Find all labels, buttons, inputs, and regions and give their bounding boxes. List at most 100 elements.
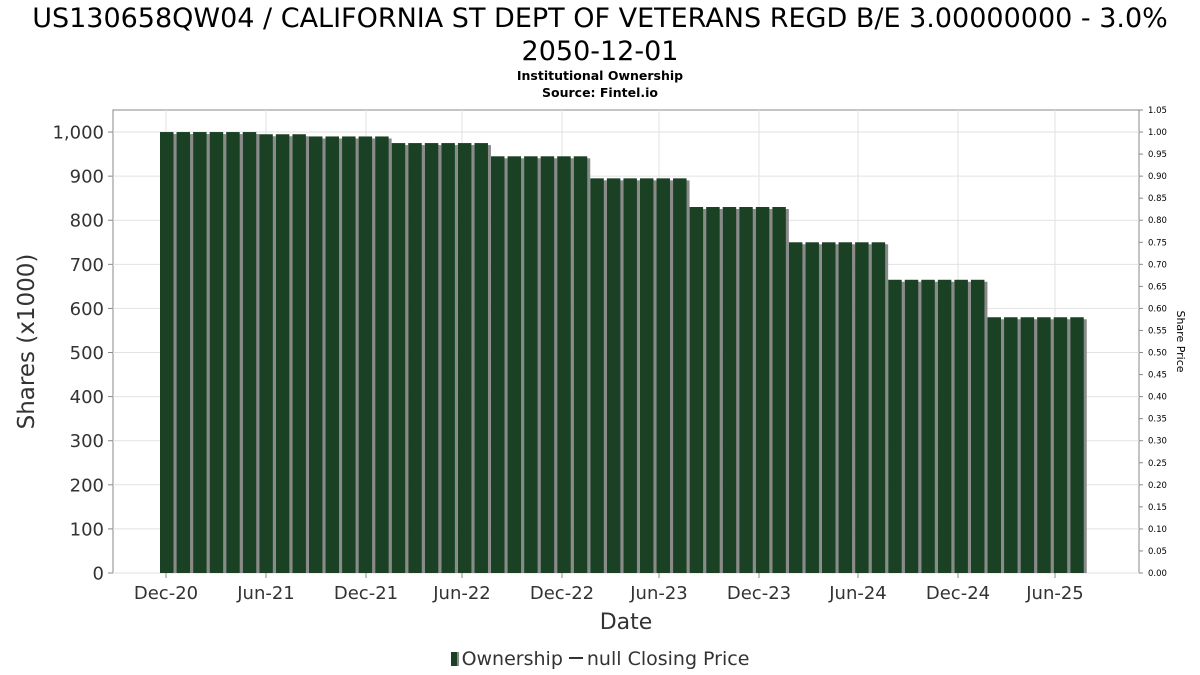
x-tick-label: Dec-20 [134,583,198,604]
ownership-bar [226,132,240,574]
y2-tick-label: 0.05 [1148,547,1167,557]
y2-tick-label: 1.00 [1148,128,1167,138]
ownership-bar [1037,317,1051,573]
ownership-bar [639,178,654,573]
ownership-bar [656,178,670,573]
y2-tick-label: 0.25 [1148,459,1167,469]
ownership-bar [259,134,273,573]
y2-tick-label: 0.75 [1148,238,1167,248]
ownership-bar [573,156,588,574]
chart-legend: Ownership null Closing Price [0,646,1200,672]
ownership-bar [623,178,637,573]
ownership-bar [408,143,422,574]
ownership-bar [855,242,869,574]
x-tick-label: Dec-21 [334,583,398,604]
ownership-bar [1004,317,1018,573]
ownership-bar [457,143,472,574]
ownership-bar [937,279,952,573]
y-tick-label: 200 [70,475,104,496]
y-tick-label: 500 [70,343,104,364]
ownership-bar [838,242,853,574]
y2-tick-label: 0.85 [1148,194,1167,204]
ownership-bar [474,143,488,574]
ownership-bar [739,207,753,573]
y2-tick-label: 0.60 [1148,304,1167,314]
ownership-legend-label: Ownership [461,648,563,670]
ownership-bar [176,132,191,574]
ownership-bar [722,207,737,573]
y-tick-label: 700 [70,255,104,276]
ownership-bar [987,317,1001,573]
ownership-bar [375,136,389,573]
y-tick-label: 800 [70,211,104,232]
y2-tick-label: 0.30 [1148,437,1167,447]
ownership-bar [292,134,306,573]
ownership-bar [772,207,786,573]
y2-tick-label: 0.20 [1148,481,1167,491]
ownership-bar [308,136,323,573]
y2-tick-label: 0.50 [1148,349,1167,359]
y-tick-label: 1,000 [52,123,104,144]
ownership-bar [673,178,687,573]
chart-title-line-1: US130658QW04 / CALIFORNIA ST DEPT OF VET… [32,3,1168,34]
ownership-bar [788,242,803,574]
ownership-bar [755,207,770,573]
ownership-bar [921,279,935,573]
x-tick-label: Dec-24 [926,583,990,604]
x-tick-label: Dec-22 [530,583,594,604]
y-tick-label: 300 [70,431,104,452]
y2-tick-label: 0.95 [1148,150,1167,160]
ownership-bar [689,207,704,573]
x-tick-label: Dec-23 [727,583,791,604]
y2-tick-label: 0.65 [1148,282,1167,292]
y2-tick-label: 0.55 [1148,326,1167,336]
ownership-bar [904,279,919,573]
price-legend-swatch [568,657,583,659]
y2-tick-label: 0.35 [1148,415,1167,425]
chart-subtitle: Institutional Ownership [516,68,684,83]
ownership-bar [954,279,968,573]
ownership-bar [524,156,538,574]
ownership-bar [540,156,555,574]
ownership-bar [822,242,836,574]
chart-source: Source: Fintel.io [542,85,658,100]
ownership-bar [706,207,720,573]
y2-tick-label: 0.40 [1148,393,1167,403]
ownership-bar [193,132,207,574]
y-axis-title: Shares (x1000) [14,254,40,430]
x-axis-title: Date [600,610,653,635]
ownership-bar [209,132,224,574]
ownership-legend-swatch [450,652,459,666]
y-tick-label: 0 [93,564,104,585]
ownership-bar [507,156,522,574]
ownership-bar [590,178,604,573]
ownership-bar [160,132,174,574]
price-legend-label: null Closing Price [586,648,750,670]
ownership-bar [391,143,406,574]
ownership-bar [557,156,571,574]
y2-tick-label: 1.05 [1148,106,1167,116]
x-tick-label: Jun-25 [1025,583,1084,604]
ownership-bar [358,136,373,573]
ownership-bar [491,156,505,574]
ownership-bar [970,279,985,573]
y2-tick-label: 0.70 [1148,260,1167,270]
y2-tick-label: 0.80 [1148,216,1167,226]
ownership-bar [424,143,439,574]
y-tick-label: 100 [70,519,104,540]
ownership-bar [1053,317,1068,573]
y2-tick-label: 0.90 [1148,172,1167,182]
ownership-bar [441,143,455,574]
x-tick-label: Jun-23 [629,583,688,604]
ownership-bar [606,178,621,573]
ownership-bar [275,134,290,573]
ownership-bar [342,136,356,573]
x-tick-label: Jun-22 [432,583,491,604]
y-tick-label: 400 [70,387,104,408]
y2-tick-label: 0.00 [1148,569,1167,579]
y2-tick-label: 0.15 [1148,503,1167,513]
ownership-bar [1070,317,1084,573]
ownership-bar [325,136,339,573]
y2-tick-label: 0.10 [1148,525,1167,535]
